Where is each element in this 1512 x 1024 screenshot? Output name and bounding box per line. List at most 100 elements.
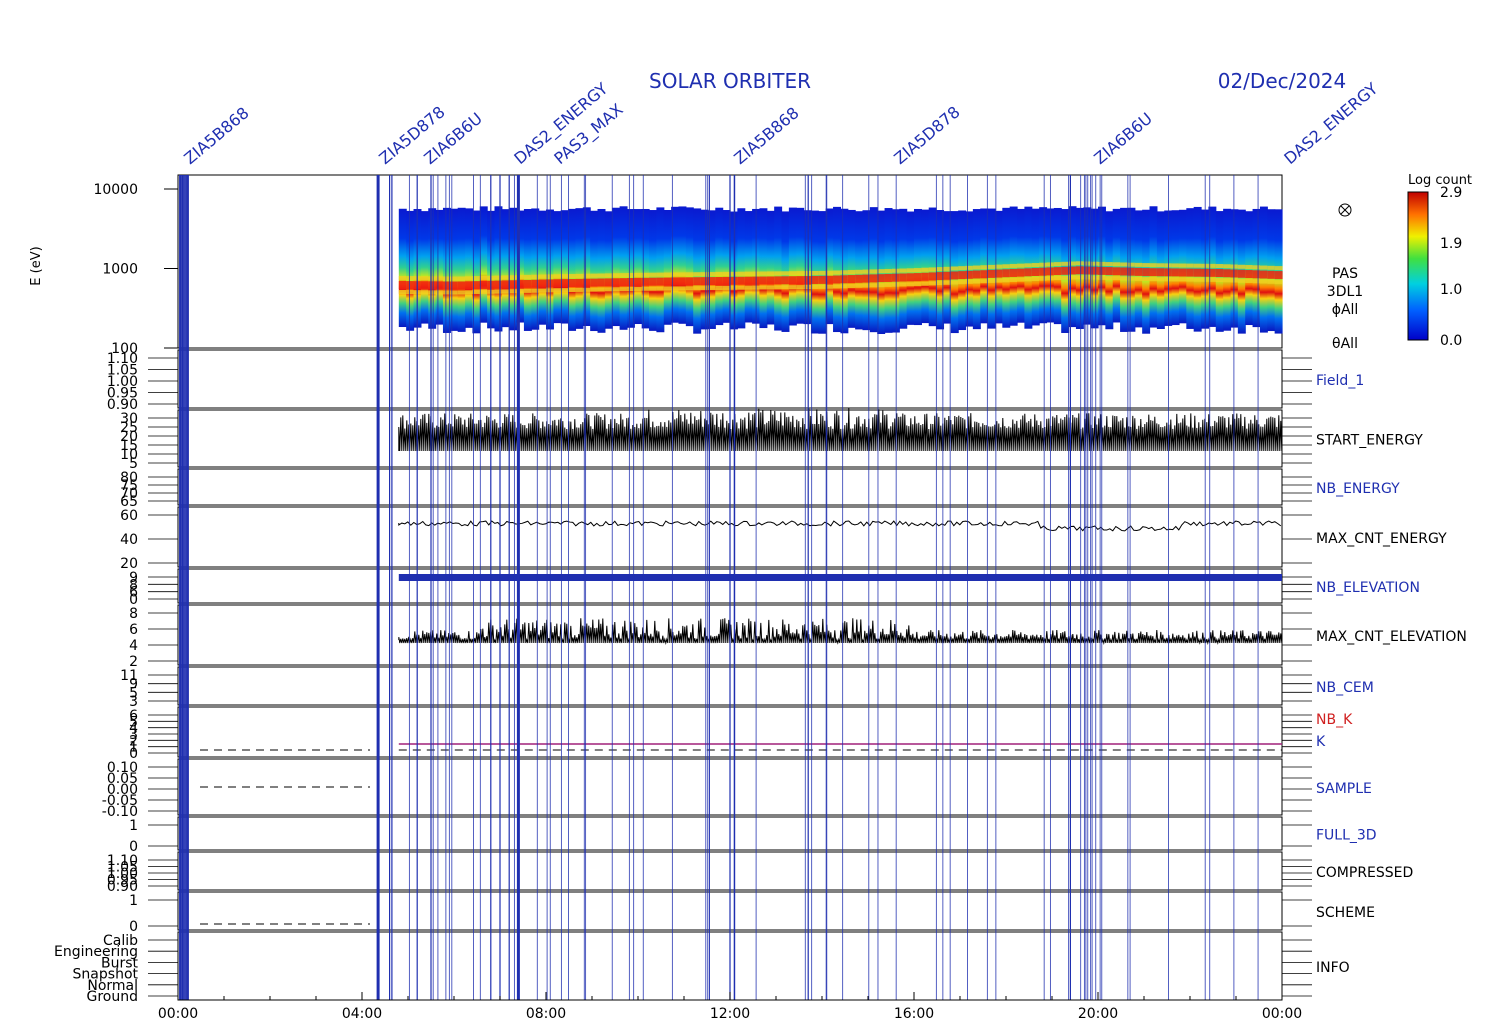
spectrogram-column bbox=[1075, 207, 1084, 329]
spectrogram-column bbox=[1171, 210, 1180, 326]
spectrogram-column bbox=[774, 206, 783, 331]
spectrogram-side-label: ϕAll bbox=[1332, 302, 1359, 318]
spectrogram-column bbox=[406, 210, 415, 331]
spectrogram-column bbox=[597, 208, 606, 333]
colorbar-tick-label: 0.0 bbox=[1440, 333, 1462, 349]
panel-ytick-label: 9 bbox=[129, 677, 138, 693]
spectrogram-column bbox=[766, 210, 775, 325]
spectrogram-column bbox=[442, 207, 451, 333]
panel-label: INFO bbox=[1316, 960, 1350, 976]
spectrogram-column bbox=[707, 210, 716, 329]
spectrogram-column bbox=[1237, 209, 1246, 334]
spectrogram-column bbox=[1061, 209, 1070, 333]
spectrogram-column bbox=[1193, 206, 1202, 332]
panel-ytick-label: -0.05 bbox=[102, 793, 138, 809]
panel-ytick-label: 1.10 bbox=[107, 853, 138, 869]
panel-field-1: 1.101.051.000.950.90 Field_1 bbox=[107, 349, 1364, 413]
spectrogram-column bbox=[1031, 208, 1040, 326]
spectrogram-column bbox=[810, 210, 819, 334]
spectrogram-column bbox=[575, 208, 584, 329]
panel-ytick-label: 2 bbox=[129, 654, 138, 670]
panel-ytick-label: 0.10 bbox=[107, 760, 138, 776]
panel-ytick-label: 20 bbox=[120, 556, 138, 572]
spectrogram-column bbox=[649, 210, 657, 331]
x-tick-label: 00:00 bbox=[1262, 1006, 1302, 1020]
spectrogram-column bbox=[626, 209, 635, 328]
panel-ytick-label: Normal bbox=[87, 978, 138, 994]
spectrogram-column bbox=[538, 210, 547, 325]
spectrogram-column bbox=[899, 208, 908, 329]
panel-ytick-label: 6 bbox=[129, 708, 138, 724]
spectrogram-column bbox=[965, 211, 974, 327]
spectrogram-column bbox=[479, 206, 488, 323]
panel-ytick-label: 5 bbox=[129, 714, 138, 730]
spectrogram-column bbox=[641, 208, 650, 329]
spectrogram-column bbox=[612, 207, 621, 327]
spectrogram-column bbox=[862, 210, 871, 331]
panel-ytick-label: 1.00 bbox=[107, 374, 138, 390]
panel-label: FULL_3D bbox=[1316, 828, 1377, 844]
panel-ytick-label: 0 bbox=[129, 746, 138, 762]
panel-ytick-label: 0.00 bbox=[107, 782, 138, 798]
panel-ytick-label: -0.10 bbox=[102, 804, 138, 820]
spectrogram-column bbox=[1120, 207, 1129, 332]
spectrogram-column bbox=[1178, 209, 1187, 324]
sequence-label: ZIA5B868 bbox=[730, 103, 802, 168]
panel-ytick-label: 0 bbox=[129, 919, 138, 935]
spectrogram-ytick-label: 100 bbox=[111, 341, 138, 357]
spectrogram-column bbox=[722, 210, 731, 323]
spectrogram-side-label: PAS bbox=[1332, 266, 1358, 282]
spectrogram-column bbox=[604, 211, 613, 329]
sequence-label: ZIA6B6U bbox=[1090, 109, 1156, 168]
panel-label: NB_ENERGY bbox=[1316, 481, 1400, 497]
spectrogram-column bbox=[1223, 208, 1232, 331]
spectrogram-column bbox=[1053, 207, 1062, 325]
panel-ytick-label: 6 bbox=[129, 585, 138, 601]
panel-ytick-label: 25 bbox=[120, 420, 138, 436]
spectrogram-column bbox=[450, 208, 459, 331]
panel-ytick-label: 0 bbox=[129, 592, 138, 608]
panel-ytick-label: 0.95 bbox=[107, 873, 138, 889]
spectrogram-column bbox=[840, 208, 849, 334]
spectrogram-column bbox=[994, 210, 1003, 324]
panel-ytick-label: 0.90 bbox=[107, 879, 138, 895]
spectrogram-column bbox=[781, 211, 790, 332]
panel-ytick-label: 60 bbox=[120, 508, 138, 524]
spectrogram-column bbox=[1090, 208, 1099, 329]
spectrogram-column bbox=[685, 207, 694, 327]
panel-ytick-label: 15 bbox=[120, 438, 138, 454]
spectrogram-column bbox=[494, 206, 503, 332]
max-cnt-elevation-series bbox=[398, 618, 1283, 645]
spectrogram-column bbox=[568, 208, 577, 331]
spectrogram: 10000 1000 100 PAS 3DL1 ϕAll θAll bbox=[93, 174, 1363, 357]
spectrogram-column bbox=[744, 211, 753, 323]
spectrogram-column bbox=[516, 210, 525, 323]
panel-ytick-label: 5 bbox=[129, 685, 138, 701]
spectrogram-column bbox=[590, 210, 599, 332]
spectrogram-column bbox=[1142, 209, 1151, 334]
panel-sample: 0.100.050.00-0.05-0.10 SAMPLE bbox=[102, 758, 1372, 820]
spectrogram-column bbox=[987, 208, 996, 329]
colorbar-tick-label: 1.9 bbox=[1440, 236, 1462, 252]
spectrogram-column bbox=[884, 208, 893, 333]
sequence-label: ZIA5D878 bbox=[890, 102, 963, 168]
panel-ytick-label: Calib bbox=[103, 933, 138, 949]
start-energy-series bbox=[398, 408, 1283, 452]
spectrogram-column bbox=[656, 207, 665, 333]
spectrogram-column bbox=[972, 209, 981, 330]
spectrogram-column bbox=[693, 208, 702, 334]
sequence-label: ZIA5B868 bbox=[180, 103, 252, 168]
spectrogram-column bbox=[1009, 206, 1018, 326]
spectrogram-ylabel: E (eV) bbox=[29, 246, 44, 285]
spectrogram-column bbox=[921, 209, 930, 324]
spectrogram-column bbox=[1230, 209, 1239, 328]
panel-ytick-label: Burst bbox=[101, 955, 139, 971]
panel-max-cnt-energy: 60 40 20 MAX_CNT_ENERGY bbox=[120, 506, 1447, 572]
panel-ytick-label: 1.00 bbox=[107, 866, 138, 882]
spectrogram-ytick-label: 10000 bbox=[93, 182, 138, 198]
spectrogram-column bbox=[1017, 208, 1025, 323]
panel-ytick-label: 0.95 bbox=[107, 386, 138, 402]
